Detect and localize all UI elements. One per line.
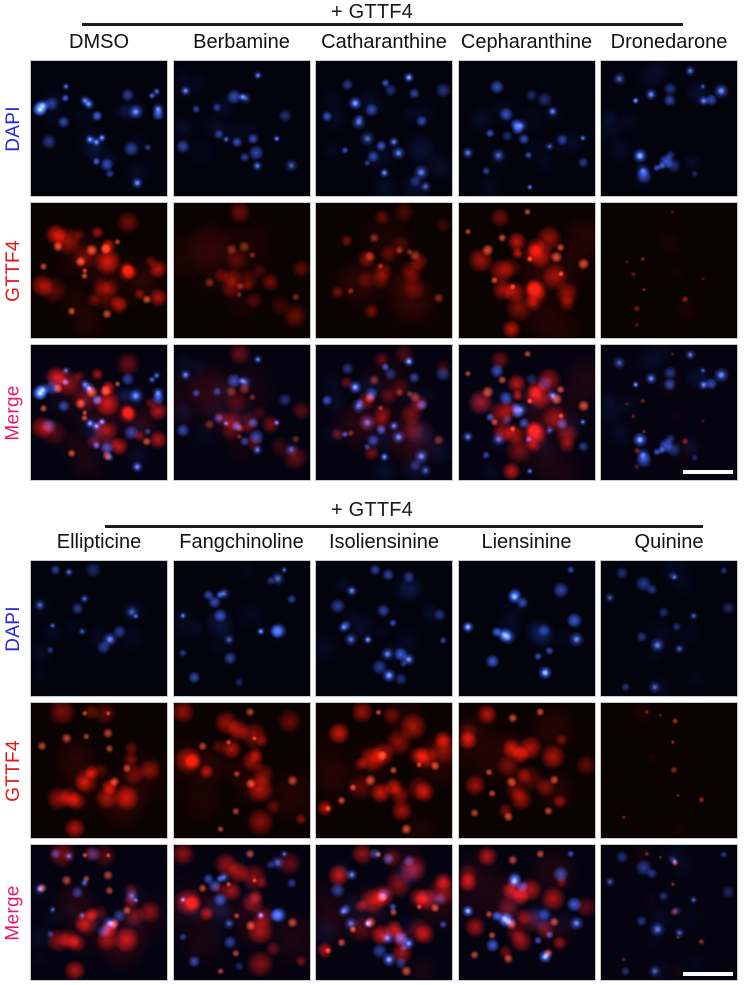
micrograph-gttf4-dronedarone: [600, 202, 738, 339]
row-label-dapi: DAPI: [0, 560, 28, 697]
micrograph-dapi-dronedarone: [600, 60, 738, 197]
group-underline-bottom: [105, 525, 703, 528]
row-label-text: DAPI: [3, 605, 25, 652]
row-label-dapi: DAPI: [0, 60, 28, 197]
column-label-ellipticine: Ellipticine: [56, 531, 142, 553]
micrograph-dapi-liensinine: [457, 560, 596, 697]
micrograph-dapi-quinine: [600, 560, 738, 697]
micrograph-gttf4-liensinine: [457, 702, 596, 839]
row-label-gttf4: GTTF4: [0, 202, 28, 339]
column-label-catharanthine: Catharanthine: [321, 31, 447, 53]
micrograph-dapi-ellipticine: [30, 560, 168, 697]
micrograph-canvas: [173, 345, 310, 480]
row-label-gttf4: GTTF4: [0, 702, 28, 839]
micrograph-canvas: [601, 561, 737, 696]
micrograph-gttf4-ellipticine: [30, 702, 168, 839]
micrograph-canvas: [601, 203, 737, 338]
micrograph-canvas: [316, 203, 452, 338]
micrograph-dapi-fangchinoline: [172, 560, 311, 697]
micrograph-merge-berbamine: [172, 344, 311, 481]
micrograph-dapi-isoliensinine: [315, 560, 453, 697]
column-label-quinine: Quinine: [634, 531, 704, 553]
micrograph-canvas: [601, 845, 737, 980]
micrograph-dapi-berbamine: [172, 60, 311, 197]
micrograph-canvas: [173, 845, 310, 980]
row-label-text: GTTF4: [3, 739, 25, 802]
micrograph-dapi-catharanthine: [315, 60, 453, 197]
micrograph-dapi-cepharanthine: [457, 60, 596, 197]
scale-bar: [683, 470, 733, 474]
micrograph-canvas: [316, 845, 452, 980]
micrograph-canvas: [31, 703, 167, 838]
micrograph-canvas: [31, 345, 167, 480]
column-label-isoliensinine: Isoliensinine: [328, 531, 440, 553]
micrograph-merge-liensinine: [457, 844, 596, 981]
micrograph-canvas: [316, 561, 452, 696]
row-label-text: DAPI: [3, 105, 25, 152]
row-label-text: GTTF4: [3, 239, 25, 302]
micrograph-canvas: [601, 345, 737, 480]
micrograph-gttf4-fangchinoline: [172, 702, 311, 839]
group-underline-top: [82, 23, 683, 26]
micrograph-canvas: [458, 345, 595, 480]
scale-bar: [683, 972, 733, 976]
micrograph-gttf4-quinine: [600, 702, 738, 839]
micrograph-gttf4-dmso: [30, 202, 168, 339]
row-label-text: Merge: [3, 884, 25, 941]
micrograph-canvas: [458, 703, 595, 838]
micrograph-merge-ellipticine: [30, 844, 168, 981]
micrograph-gttf4-berbamine: [172, 202, 311, 339]
row-label-merge: Merge: [0, 344, 28, 481]
micrograph-canvas: [601, 61, 737, 196]
micrograph-merge-dmso: [30, 344, 168, 481]
micrograph-canvas: [458, 203, 595, 338]
column-label-dronedarone: Dronedarone: [610, 31, 728, 53]
micrograph-canvas: [316, 703, 452, 838]
column-label-berbamine: Berbamine: [193, 31, 290, 53]
row-label-merge: Merge: [0, 844, 28, 981]
micrograph-canvas: [601, 703, 737, 838]
micrograph-merge-quinine: [600, 844, 738, 981]
micrograph-gttf4-cepharanthine: [457, 202, 596, 339]
micrograph-gttf4-isoliensinine: [315, 702, 453, 839]
micrograph-merge-isoliensinine: [315, 844, 453, 981]
micrograph-canvas: [31, 561, 167, 696]
micrograph-canvas: [316, 345, 452, 480]
micrograph-gttf4-catharanthine: [315, 202, 453, 339]
micrograph-merge-fangchinoline: [172, 844, 311, 981]
micrograph-dapi-dmso: [30, 60, 168, 197]
micrograph-canvas: [173, 61, 310, 196]
micrograph-canvas: [173, 203, 310, 338]
micrograph-canvas: [316, 61, 452, 196]
micrograph-canvas: [31, 845, 167, 980]
micrograph-canvas: [458, 61, 595, 196]
group-header-bottom: + GTTF4: [331, 499, 413, 521]
micrograph-merge-dronedarone: [600, 344, 738, 481]
micrograph-canvas: [173, 561, 310, 696]
column-label-liensinine: Liensinine: [481, 531, 572, 553]
micrograph-canvas: [458, 561, 595, 696]
micrograph-canvas: [173, 703, 310, 838]
micrograph-canvas: [31, 61, 167, 196]
column-label-dmso: DMSO: [69, 31, 129, 53]
column-label-fangchinoline: Fangchinoline: [179, 531, 304, 553]
micrograph-canvas: [31, 203, 167, 338]
micrograph-canvas: [458, 845, 595, 980]
micrograph-merge-catharanthine: [315, 344, 453, 481]
column-label-cepharanthine: Cepharanthine: [460, 31, 593, 53]
micrograph-merge-cepharanthine: [457, 344, 596, 481]
row-label-text: Merge: [3, 384, 25, 441]
group-header-top: + GTTF4: [331, 1, 413, 23]
